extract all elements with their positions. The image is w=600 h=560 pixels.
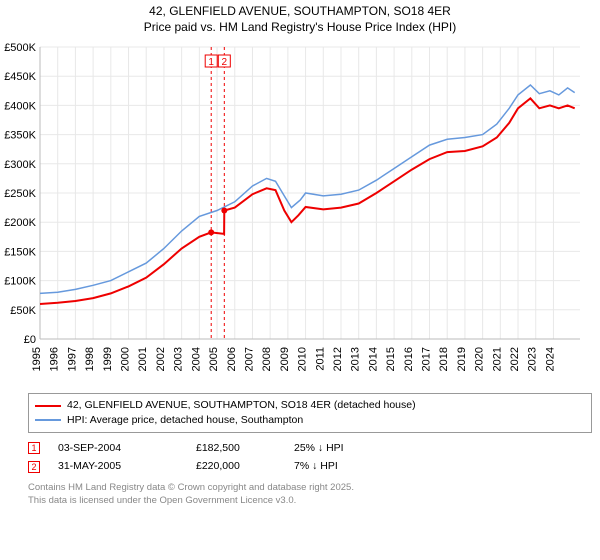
svg-text:1997: 1997 bbox=[66, 347, 78, 371]
chart-title: 42, GLENFIELD AVENUE, SOUTHAMPTON, SO18 … bbox=[0, 0, 600, 37]
svg-text:2015: 2015 bbox=[385, 347, 397, 371]
svg-text:2003: 2003 bbox=[173, 347, 185, 371]
legend: 42, GLENFIELD AVENUE, SOUTHAMPTON, SO18 … bbox=[28, 393, 592, 432]
svg-text:2005: 2005 bbox=[208, 347, 220, 371]
svg-text:2013: 2013 bbox=[350, 347, 362, 371]
svg-text:£0: £0 bbox=[24, 334, 36, 346]
legend-label-blue: HPI: Average price, detached house, Sout… bbox=[67, 413, 303, 428]
chart-area: £0 £50K £100K £150K £200K £250K £300K £350K £400… bbox=[0, 39, 592, 389]
svg-text:2000: 2000 bbox=[120, 347, 132, 371]
chart-svg: £0 £50K £100K £150K £200K £250K £300K £350K £400… bbox=[0, 39, 592, 389]
svg-text:2017: 2017 bbox=[421, 347, 433, 371]
svg-text:2011: 2011 bbox=[314, 347, 326, 371]
svg-text:2006: 2006 bbox=[226, 347, 238, 371]
sales-table: 1 03-SEP-2004 £182,500 25% ↓ HPI 2 31-MA… bbox=[28, 439, 592, 477]
sale-date-2: 31-MAY-2005 bbox=[58, 457, 178, 476]
svg-text:2023: 2023 bbox=[527, 347, 539, 371]
legend-swatch-red bbox=[35, 405, 61, 407]
svg-text:2010: 2010 bbox=[297, 347, 309, 371]
sale-price-2: £220,000 bbox=[196, 457, 276, 476]
sale-row-2: 2 31-MAY-2005 £220,000 7% ↓ HPI bbox=[28, 457, 592, 476]
svg-text:2008: 2008 bbox=[261, 347, 273, 371]
legend-swatch-blue bbox=[35, 419, 61, 421]
legend-label-red: 42, GLENFIELD AVENUE, SOUTHAMPTON, SO18 … bbox=[67, 398, 416, 413]
svg-text:2024: 2024 bbox=[544, 347, 556, 371]
sale-diff-2: 7% ↓ HPI bbox=[294, 457, 374, 476]
svg-text:£350K: £350K bbox=[4, 130, 36, 142]
footer: Contains HM Land Registry data © Crown c… bbox=[28, 482, 592, 507]
sale-row-1: 1 03-SEP-2004 £182,500 25% ↓ HPI bbox=[28, 439, 592, 458]
sale-date-1: 03-SEP-2004 bbox=[58, 439, 178, 458]
svg-text:£200K: £200K bbox=[4, 217, 36, 229]
svg-text:1996: 1996 bbox=[49, 347, 61, 371]
legend-item-blue: HPI: Average price, detached house, Sout… bbox=[35, 413, 585, 428]
svg-text:2002: 2002 bbox=[155, 347, 167, 371]
svg-text:£400K: £400K bbox=[4, 101, 36, 113]
svg-text:2012: 2012 bbox=[332, 347, 344, 371]
svg-text:1: 1 bbox=[208, 57, 214, 68]
svg-text:£50K: £50K bbox=[10, 305, 36, 317]
sale-marker-1: 1 bbox=[28, 442, 40, 454]
svg-text:£450K: £450K bbox=[4, 71, 36, 83]
svg-text:1998: 1998 bbox=[84, 347, 96, 371]
svg-text:£300K: £300K bbox=[4, 159, 36, 171]
footer-line-1: Contains HM Land Registry data © Crown c… bbox=[28, 482, 592, 494]
svg-text:£500K: £500K bbox=[4, 42, 36, 54]
svg-text:2016: 2016 bbox=[403, 347, 415, 371]
svg-text:2020: 2020 bbox=[474, 347, 486, 371]
footer-line-2: This data is licensed under the Open Gov… bbox=[28, 495, 592, 507]
svg-text:1995: 1995 bbox=[31, 347, 43, 371]
title-line-2: Price paid vs. HM Land Registry's House … bbox=[0, 20, 600, 36]
svg-text:2021: 2021 bbox=[491, 347, 503, 371]
sale-price-1: £182,500 bbox=[196, 439, 276, 458]
title-line-1: 42, GLENFIELD AVENUE, SOUTHAMPTON, SO18 … bbox=[0, 4, 600, 20]
svg-text:2009: 2009 bbox=[279, 347, 291, 371]
svg-text:£250K: £250K bbox=[4, 188, 36, 200]
svg-text:2007: 2007 bbox=[243, 347, 255, 371]
svg-text:2019: 2019 bbox=[456, 347, 468, 371]
svg-text:2001: 2001 bbox=[137, 347, 149, 371]
svg-text:1999: 1999 bbox=[102, 347, 114, 371]
svg-text:2004: 2004 bbox=[190, 347, 202, 371]
svg-text:2022: 2022 bbox=[509, 347, 521, 371]
svg-text:£100K: £100K bbox=[4, 276, 36, 288]
svg-text:2: 2 bbox=[222, 57, 228, 68]
sale-marker-2: 2 bbox=[28, 461, 40, 473]
svg-text:2014: 2014 bbox=[367, 347, 379, 371]
svg-text:2018: 2018 bbox=[438, 347, 450, 371]
legend-item-red: 42, GLENFIELD AVENUE, SOUTHAMPTON, SO18 … bbox=[35, 398, 585, 413]
sale-diff-1: 25% ↓ HPI bbox=[294, 439, 374, 458]
svg-text:£150K: £150K bbox=[4, 247, 36, 259]
